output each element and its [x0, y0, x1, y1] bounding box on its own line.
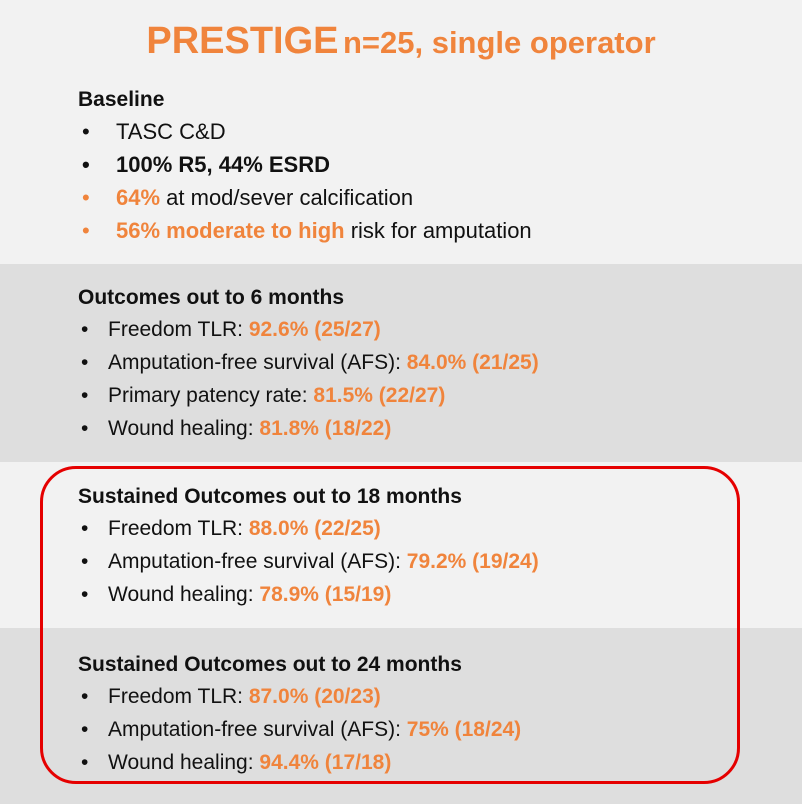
baseline-item: 56% moderate to high risk for amputation [78, 214, 532, 247]
section-heading: Sustained Outcomes out to 18 months [78, 485, 462, 508]
baseline-list: TASC C&D 100% R5, 44% ESRD 64% at mod/se… [78, 115, 532, 247]
outcomes-list: Freedom TLR: 88.0% (22/25) Amputation-fr… [78, 512, 539, 611]
section-heading: Sustained Outcomes out to 24 months [78, 653, 462, 676]
outcome-item: Primary patency rate: 81.5% (22/27) [78, 379, 539, 412]
outcome-item: Freedom TLR: 87.0% (20/23) [78, 680, 521, 713]
title-sub: n=25, single operator [342, 25, 656, 60]
outcome-item: Amputation-free survival (AFS): 84.0% (2… [78, 346, 539, 379]
outcomes-18-months: Sustained Outcomes out to 18 months Free… [78, 484, 539, 611]
baseline-item: 64% at mod/sever calcification [78, 181, 532, 214]
outcomes-list: Freedom TLR: 87.0% (20/23) Amputation-fr… [78, 680, 521, 779]
outcome-item: Freedom TLR: 88.0% (22/25) [78, 512, 539, 545]
outcome-item: Freedom TLR: 92.6% (25/27) [78, 313, 539, 346]
baseline-item: 100% R5, 44% ESRD [78, 148, 532, 181]
outcomes-list: Freedom TLR: 92.6% (25/27) Amputation-fr… [78, 313, 539, 445]
baseline-item: TASC C&D [78, 115, 532, 148]
title-main: PRESTIGE [146, 20, 339, 62]
outcome-item: Wound healing: 81.8% (18/22) [78, 412, 539, 445]
outcomes-24-months: Sustained Outcomes out to 24 months Free… [78, 652, 521, 779]
outcome-item: Amputation-free survival (AFS): 79.2% (1… [78, 545, 539, 578]
outcome-item: Amputation-free survival (AFS): 75% (18/… [78, 713, 521, 746]
baseline-heading: Baseline [78, 88, 165, 111]
outcome-item: Wound healing: 78.9% (15/19) [78, 578, 539, 611]
section-heading: Outcomes out to 6 months [78, 286, 345, 309]
outcome-item: Wound healing: 94.4% (17/18) [78, 746, 521, 779]
slide-title: PRESTIGE n=25, single operator [0, 20, 802, 63]
baseline-section: Baseline TASC C&D 100% R5, 44% ESRD 64% … [78, 87, 532, 247]
outcomes-6-months: Outcomes out to 6 months Freedom TLR: 92… [78, 285, 539, 445]
